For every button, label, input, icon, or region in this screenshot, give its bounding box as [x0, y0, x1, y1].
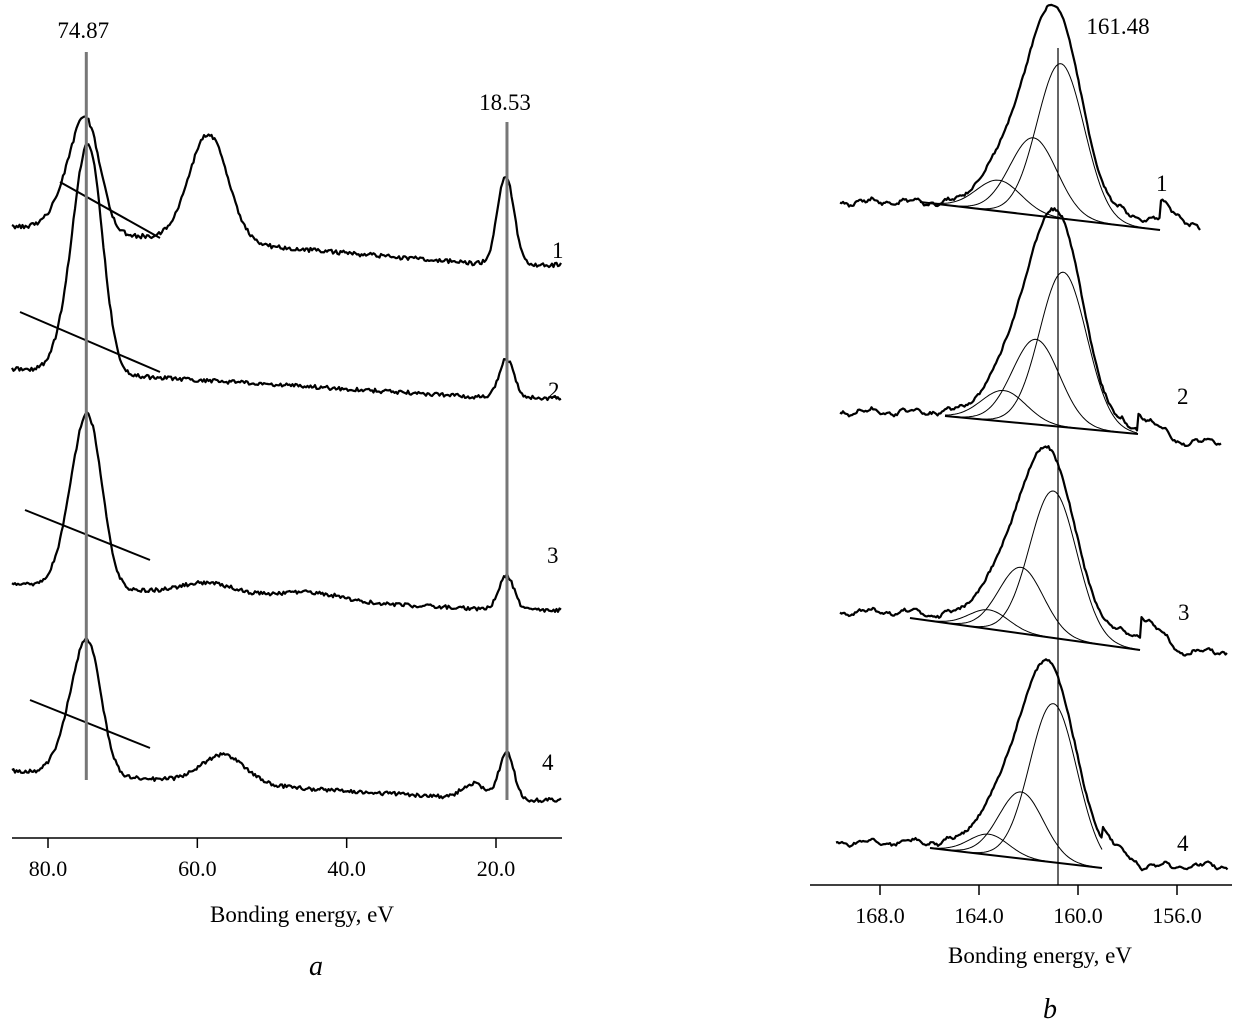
fit-component-b-3-2 — [909, 566, 1141, 651]
panel-a-spectra — [11, 115, 562, 804]
panel-a-chart: 74.87 18.53 1 2 3 4 80.0 60.0 40.0 20.0 … — [11, 18, 564, 982]
fit-component-b-2-1 — [944, 271, 1138, 434]
spectrum-a-4 — [11, 637, 562, 804]
panel-a-x-ticks — [47, 838, 497, 848]
panel-b-x-axis-label: Bonding energy, eV — [948, 943, 1132, 968]
panel-a-x-axis-label: Bonding energy, eV — [210, 902, 394, 927]
series-label-3: 3 — [1178, 600, 1190, 625]
fit-component-b-1-1 — [919, 63, 1161, 231]
spectrum-b-1 — [839, 3, 1201, 231]
x-tick-label-168: 168.0 — [855, 903, 905, 928]
baseline-b-1 — [919, 201, 1161, 231]
x-tick-label-40: 40.0 — [327, 856, 366, 881]
panel-b-spectra — [835, 3, 1229, 872]
spectrum-a-1 — [11, 115, 562, 269]
baseline-b-3 — [909, 617, 1141, 651]
x-tick-label-156: 156.0 — [1152, 903, 1202, 928]
series-label-2: 2 — [548, 378, 560, 403]
baseline-b-2 — [944, 415, 1139, 435]
series-label-4: 4 — [1177, 831, 1189, 856]
spectrum-b-4 — [835, 658, 1229, 872]
series-label-2: 2 — [1177, 384, 1189, 409]
fit-component-b-2-3 — [945, 390, 1138, 435]
panel-b-series-labels: 1 2 3 4 — [1156, 171, 1190, 856]
x-tick-label-60: 60.0 — [178, 856, 217, 881]
series-label-3: 3 — [547, 543, 559, 568]
series-label-1: 1 — [552, 238, 564, 263]
reference-label-18-53: 18.53 — [479, 90, 531, 115]
baseline-a-4 — [29, 699, 151, 749]
panel-a-label: a — [309, 951, 323, 982]
series-label-1: 1 — [1156, 171, 1168, 196]
reference-label-161-48: 161.48 — [1086, 14, 1149, 39]
spectrum-a-3 — [11, 411, 562, 613]
x-tick-label-160: 160.0 — [1053, 903, 1103, 928]
spectrum-a-2 — [11, 143, 562, 402]
panel-b-chart: 161.48 1 2 3 4 168.0 164.0 160.0 156.0 B… — [810, 3, 1232, 1023]
baseline-b-4 — [929, 847, 1103, 869]
fit-component-b-3-1 — [909, 490, 1141, 651]
spectrum-b-3 — [839, 445, 1228, 657]
spectrum-b-2 — [839, 207, 1222, 447]
fit-component-b-2-2 — [944, 338, 1138, 435]
fit-component-b-4-2 — [929, 791, 1103, 869]
fit-component-b-3-3 — [909, 609, 1141, 651]
x-tick-label-164: 164.0 — [954, 903, 1004, 928]
panel-a-series-labels: 1 2 3 4 — [542, 238, 564, 775]
fit-component-b-1-3 — [919, 179, 1161, 231]
panel-b-x-ticks — [879, 885, 1178, 895]
reference-label-74-87: 74.87 — [57, 18, 109, 43]
panel-b-label: b — [1043, 994, 1057, 1023]
baseline-a-2 — [19, 311, 161, 373]
series-label-4: 4 — [542, 750, 554, 775]
x-tick-label-20: 20.0 — [477, 856, 516, 881]
x-tick-label-80: 80.0 — [29, 856, 68, 881]
